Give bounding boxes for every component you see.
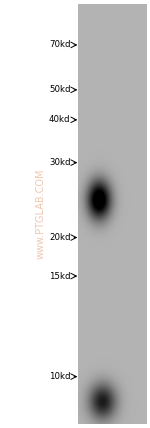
Text: 20kd: 20kd bbox=[49, 233, 70, 242]
Text: 30kd: 30kd bbox=[49, 158, 70, 167]
Text: 10kd: 10kd bbox=[49, 372, 70, 381]
Text: 50kd: 50kd bbox=[49, 85, 70, 95]
Text: 40kd: 40kd bbox=[49, 115, 70, 125]
Text: www.PTGLAB.COM: www.PTGLAB.COM bbox=[36, 169, 45, 259]
Text: 70kd: 70kd bbox=[49, 40, 70, 50]
Text: 15kd: 15kd bbox=[49, 271, 70, 281]
